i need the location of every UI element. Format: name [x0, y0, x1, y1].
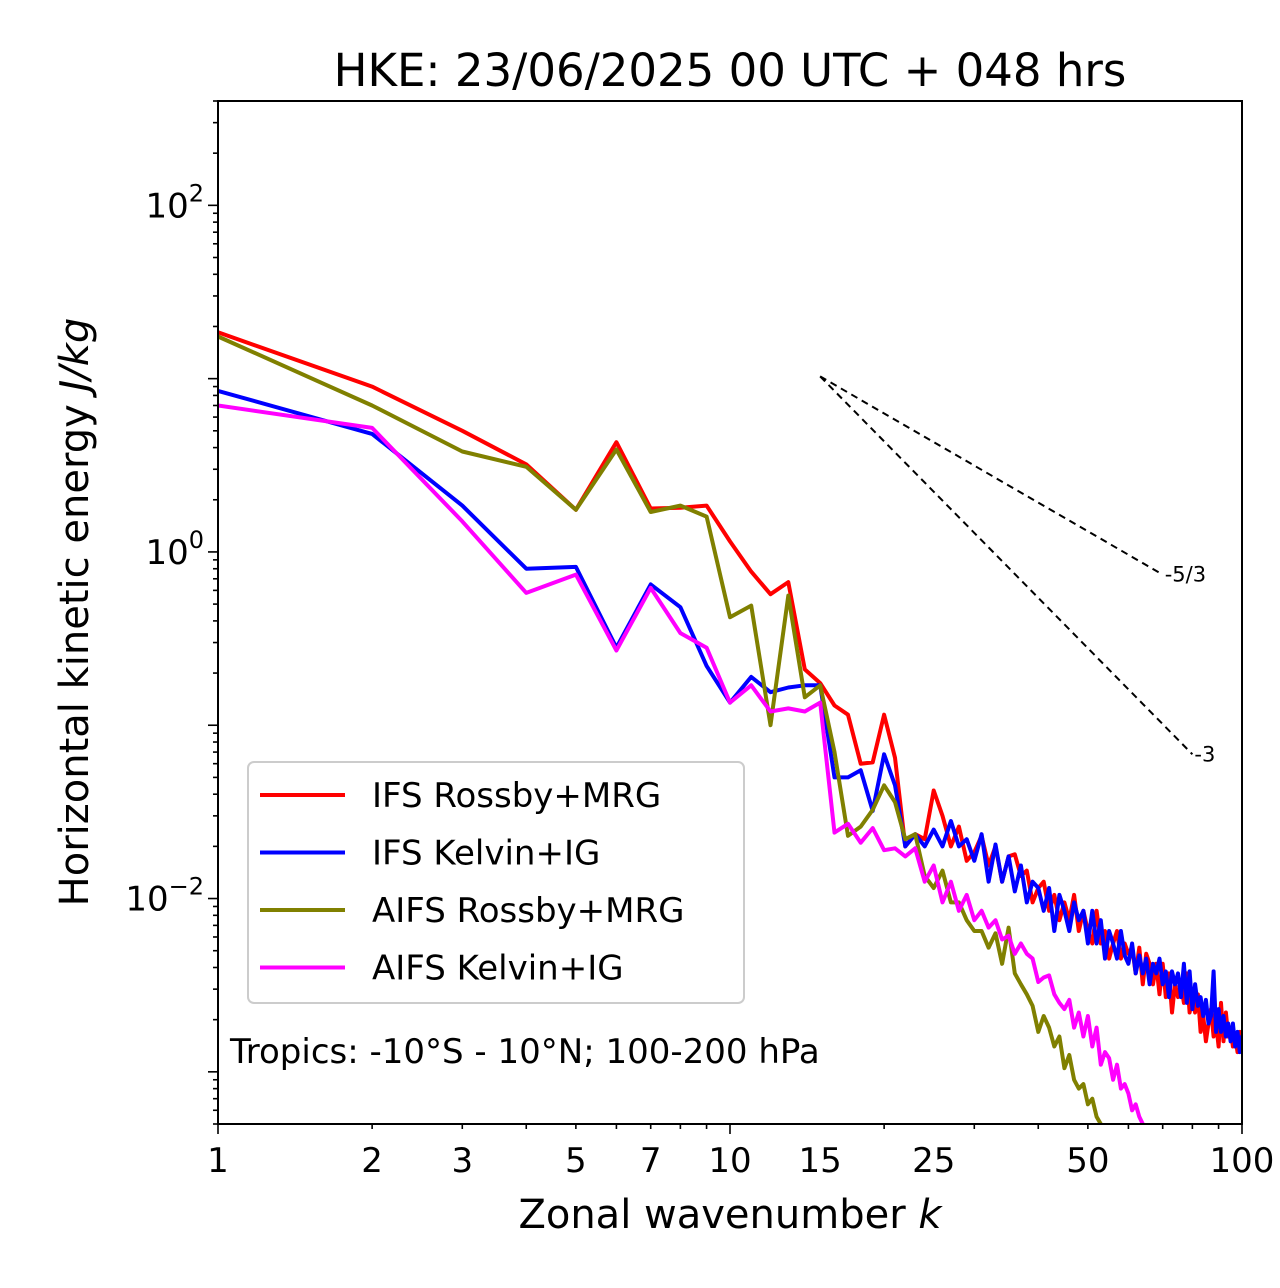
- y-axis-ticks: 102 100 10−2: [125, 100, 218, 1125]
- legend-label: IFS Rossby+MRG: [372, 776, 661, 816]
- reference-slopes: [819, 375, 1194, 755]
- legend-entries: IFS Rossby+MRG IFS Kelvin+IG AIFS Rossby+M…: [260, 776, 684, 989]
- x-tick-label: 2: [361, 1141, 383, 1181]
- legend-box: [247, 761, 745, 1004]
- series-line-aifs-kelvin-ig: [218, 403, 1145, 1124]
- reference-slope-label: -3: [1194, 742, 1215, 766]
- series-layer: [218, 330, 1242, 1124]
- reference-slope-line: [819, 375, 1164, 576]
- reference-slope-label: -5/3: [1165, 563, 1206, 587]
- legend-label: AIFS Rossby+MRG: [372, 891, 684, 931]
- chart-title: HKE: 23/06/2025 00 UTC + 048 hrs: [334, 44, 1127, 97]
- reference-slope-line: [819, 375, 1194, 755]
- x-tick-label: 100: [1210, 1141, 1275, 1181]
- x-axis-label-var: k: [918, 1192, 943, 1238]
- y-axis-label: Horizontal kinetic energy J/kg: [52, 318, 98, 907]
- y-axis-label-var: J/kg: [52, 318, 98, 399]
- x-tick-label: 15: [799, 1141, 842, 1181]
- y-tick-label: 102: [145, 179, 204, 226]
- x-tick-label: 1: [207, 1141, 229, 1181]
- x-tick-label: 10: [708, 1141, 751, 1181]
- y-tick-label: 100: [145, 526, 204, 573]
- x-tick-label: 50: [1066, 1141, 1109, 1181]
- y-axis-label-text: Horizontal kinetic energy: [52, 392, 98, 907]
- region-annotation: Tropics: -10°S - 10°N; 100-200 hPa: [229, 1032, 820, 1072]
- x-axis-label-text: Zonal wavenumber: [518, 1192, 918, 1238]
- legend-label: AIFS Kelvin+IG: [372, 949, 624, 989]
- x-axis-ticks: 1 2 3 5 7 10 15 25 50 100: [207, 1124, 1274, 1181]
- x-tick-label: 25: [912, 1141, 955, 1181]
- reference-slope-labels: -5/3 -3: [1165, 563, 1216, 767]
- x-tick-label: 7: [640, 1141, 662, 1181]
- legend: IFS Rossby+MRG IFS Kelvin+IG AIFS Rossby+M…: [247, 761, 745, 1004]
- x-axis-label: Zonal wavenumber k: [518, 1192, 943, 1238]
- x-tick-label: 5: [565, 1141, 587, 1181]
- series-line-aifs-rossby-mrg: [218, 334, 1103, 1124]
- series-line-ifs-kelvin-ig: [218, 388, 1242, 1055]
- legend-label: IFS Kelvin+IG: [372, 834, 600, 874]
- x-tick-label: 3: [451, 1141, 473, 1181]
- y-tick-label: 10−2: [125, 873, 204, 920]
